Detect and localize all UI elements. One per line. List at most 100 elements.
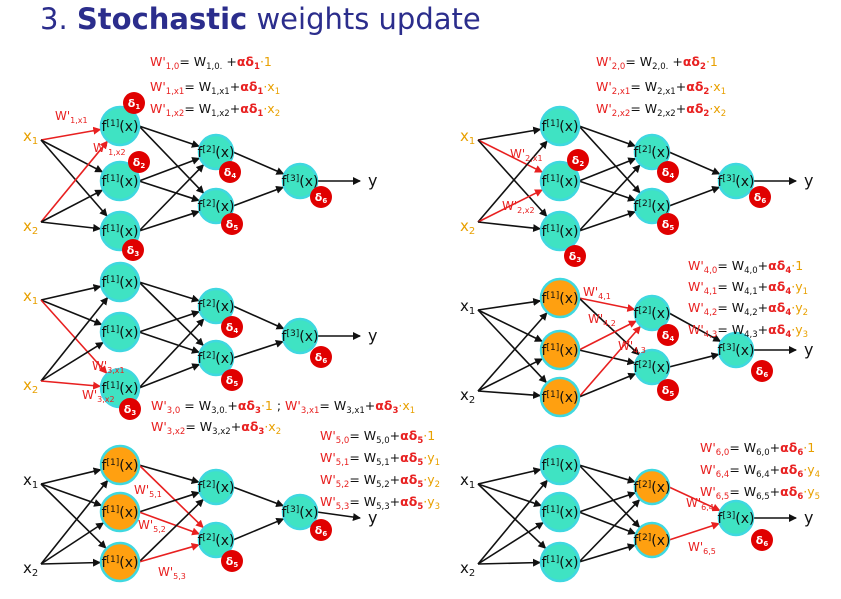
- panel1-edge-h3-g2: [138, 209, 200, 232]
- panel6-edge-h2-g2: [578, 511, 637, 535]
- panel2-formula-1: W'2,0= W2,0. +αδ2·1: [596, 54, 718, 72]
- panel4-input-x2: x2: [460, 386, 475, 406]
- panel2-node-h1-3: [539, 210, 581, 252]
- panel4-formula-4: W'4,3= W4,3+αδ4·y3: [688, 322, 808, 340]
- panel5-edge-x2-h1: [40, 479, 109, 565]
- panel5-formula-4: W'5,3= W5,3+αδ5·y3: [320, 494, 440, 512]
- panel2-edge-x2-h3: [477, 221, 542, 233]
- panel3-delta-d3: [119, 398, 141, 420]
- panel6-edge-x2-h1: [477, 479, 548, 565]
- panel1-formula-2: W'1,x1= W1,x1+αδ1·x1: [150, 79, 280, 97]
- panel1-edge-x1-h3: [40, 139, 108, 217]
- panel1-node-out: [281, 162, 319, 200]
- title-bold-word: Stochastic: [76, 2, 248, 36]
- panel6-edge-h3-g2: [578, 543, 636, 563]
- panel4-edge-x1-h3: [477, 309, 547, 384]
- panel2-edge-h3-g1: [578, 164, 641, 232]
- panel4-edge-h3-g2: [578, 372, 637, 398]
- panel2-delta-d2: [567, 149, 589, 171]
- panel2-edge-h1-g2: [578, 125, 641, 194]
- panel6-edge-label-2: W'6,5: [688, 540, 716, 556]
- page-title: 3. Stochastic weights update: [40, 2, 481, 36]
- panel1-formula-1: W'1,0= W1,0. +αδ1·1: [150, 54, 272, 72]
- panel1-delta-d4: [219, 161, 241, 183]
- panel2-edge-g2-out: [668, 185, 721, 207]
- panel5-node-h2-2: [197, 521, 235, 559]
- panel2-edge-label-1: W'2,x1: [510, 147, 543, 163]
- panel3-edge-x2-h3: [40, 380, 102, 390]
- panel1-input-x1: x1: [23, 127, 38, 147]
- panel5-node-h1-1: [99, 444, 141, 486]
- panel4-formula-2: W'4,1= W4,1+αδ4·y1: [688, 279, 808, 297]
- panel2-edge-h3-g2: [578, 210, 636, 232]
- panel6-input-x2: x2: [460, 559, 475, 579]
- panel6-input-x1: x1: [460, 471, 475, 491]
- panel5-node-h1-2-label: f[1](x): [102, 505, 139, 521]
- panel6-edge-x2-h2: [477, 522, 544, 565]
- panel6-edge-h1-g2: [578, 464, 641, 528]
- panel5-formula-3: W'5,2= W5,2+αδ5·y2: [320, 472, 440, 490]
- panel6-edge-x1-h3: [477, 483, 547, 549]
- panel5-delta-d5: [221, 550, 243, 572]
- panel1-delta-d6: [310, 186, 332, 208]
- panel5-edge-x1-h2: [40, 483, 103, 507]
- panel1-edge-x2-h3: [40, 221, 102, 232]
- panel3-edge-h2-g1: [138, 310, 200, 333]
- panel6-node-h2-1: [633, 468, 671, 506]
- panel2-delta-d6: [749, 186, 771, 208]
- panel2-edge-h1-g1: [578, 125, 636, 148]
- panel4-formula-3: W'4,2= W4,2+αδ4·y2: [688, 300, 808, 318]
- panel3-node-h1-2: [99, 311, 141, 353]
- panel4-edge-x1-h1: [477, 297, 542, 311]
- panel3-input-x2: x2: [23, 376, 38, 396]
- panel3-edge-g2-out: [232, 339, 284, 359]
- panel2-input-x1: x1: [460, 127, 475, 147]
- panel6-edge-h1-g1: [578, 464, 636, 484]
- panel4-formula-1: W'4,0= W4,0+αδ4·1: [688, 258, 803, 276]
- panel4-edge-h1-g2: [578, 297, 640, 356]
- panel2-output-y: y: [804, 171, 813, 190]
- panel6-output-y: y: [804, 508, 813, 527]
- panel2-node-h1-1: [539, 105, 581, 147]
- panel5-edge-out-y: [316, 511, 361, 521]
- panel4-edge-h1-g1: [578, 297, 636, 312]
- panel2-edge-x2-h1: [477, 140, 548, 223]
- panel1-edge-g1-out: [232, 151, 285, 175]
- panel5-input-x2: x2: [23, 559, 38, 579]
- panel3-edge-x1-h3: [40, 299, 108, 374]
- panel4-edge-g1-out: [668, 312, 722, 342]
- panel3-delta-d4: [221, 316, 243, 338]
- panel3-edge-x1-h1: [40, 284, 102, 301]
- panel1-edge-h1-g2: [138, 125, 205, 194]
- panel1-edge-x1-h1: [40, 126, 102, 141]
- panel4-edge-g2-out: [668, 352, 720, 368]
- panel1-input-x2: x2: [23, 217, 38, 237]
- panel2-input-x2: x2: [460, 217, 475, 237]
- panel4-output-y: y: [804, 340, 813, 359]
- panel1-edge-label-1: W'1,x1: [55, 109, 88, 125]
- panel3-formula-1: W'3,0 = W3,0.+αδ3·1 ; W'3,x1= W3,x1+αδ3·…: [151, 398, 415, 416]
- panel1-edge-x2-h1: [40, 140, 108, 223]
- panel5-output-y: y: [368, 508, 377, 527]
- panel6-edge-x1-h2: [477, 483, 543, 508]
- panel3-edge-h3-g2: [138, 363, 201, 389]
- panel1-delta-d3: [122, 239, 144, 261]
- panel3-formula-2: W'3,x2= W3,x2+αδ3·x2: [151, 419, 281, 437]
- panel4-edge-h2-g2: [578, 349, 636, 366]
- panel5-edge-label-3: W'5,3: [158, 565, 186, 581]
- panel1-edge-h2-g1: [138, 157, 201, 182]
- title-rest: weights update: [247, 2, 481, 36]
- panel6-node-h2-2: [633, 521, 671, 559]
- panel3-delta-d5: [221, 369, 243, 391]
- panel1-edge-g2-out: [232, 185, 285, 207]
- panel5-node-h2-1: [197, 468, 235, 506]
- panel5-node-h1-3: [99, 541, 141, 583]
- panel4-edge-label-1: W'4,1: [583, 285, 611, 301]
- panel3-edge-x2-h1: [40, 296, 109, 382]
- panel6-edge-x1-h1: [477, 467, 542, 485]
- panel6-edge-g2-out: [668, 521, 720, 541]
- panel3-delta-d6: [310, 346, 332, 368]
- panel1-edge-h1-g1: [138, 125, 200, 148]
- panel4-delta-d5: [657, 379, 679, 401]
- panel5-edge-h1-g2: [138, 464, 204, 529]
